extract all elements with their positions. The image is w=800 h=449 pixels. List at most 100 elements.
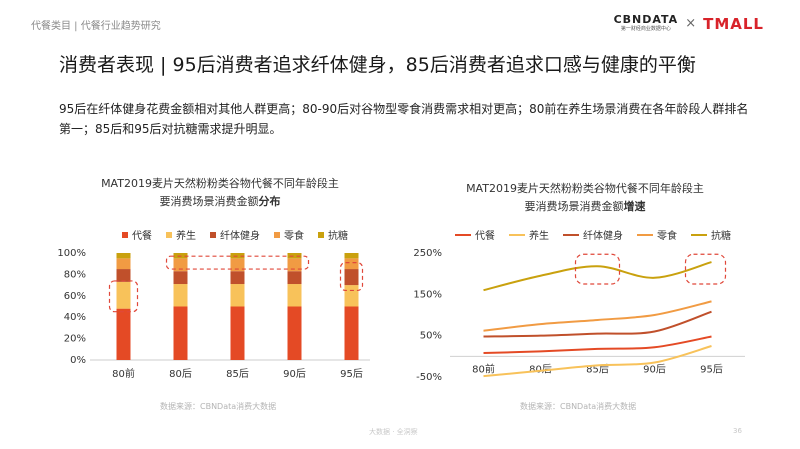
legend-label: 纤体健身 [220, 231, 260, 242]
legend-swatch [318, 231, 324, 238]
highlight-box [684, 253, 727, 285]
bar-segment [287, 253, 302, 259]
right-chart-title-line1: MAT2019麦片天然粉粉类谷物代餐不同年龄段主 [466, 182, 704, 195]
legend-swatch [637, 233, 653, 236]
x-tick-label: 95后 [340, 368, 363, 380]
highlight-box [574, 253, 621, 285]
y-tick-label: -50% [416, 372, 442, 383]
legend-item: 养生 [166, 227, 196, 242]
bar-segment [230, 284, 245, 307]
legend-label: 零食 [284, 231, 304, 242]
tmall-logo: TMALL [703, 14, 764, 33]
bar-segment [344, 285, 359, 307]
footer-slogan: 大数据 · 全洞察 [369, 428, 418, 436]
bar-segment [173, 306, 188, 360]
legend-swatch [509, 233, 525, 236]
y-tick-label: 60% [64, 291, 86, 302]
right-chart-source: 数据来源：CBNData消费大数据 [520, 402, 637, 411]
y-tick-label: 20% [64, 334, 86, 345]
page-number: 36 [733, 427, 742, 435]
series-line [483, 345, 712, 378]
bar-segment [116, 281, 131, 309]
right-chart-title-prefix: 要消费场景消费金额 [524, 200, 624, 213]
right-chart-title-line2: 要消费场景消费金额增速 [435, 198, 735, 216]
series-line [483, 310, 712, 338]
legend-swatch [166, 231, 172, 238]
legend-swatch [455, 233, 471, 236]
legend-swatch [210, 231, 216, 238]
bar-segment [116, 258, 131, 270]
bar-segment [116, 269, 131, 282]
bar-segment [173, 271, 188, 285]
legend-label: 纤体健身 [583, 231, 623, 242]
x-tick-label: 80后 [169, 368, 192, 380]
series-line [483, 261, 712, 292]
brand-logos: CBNDATA 第一财经商业数据中心 × TMALL [614, 14, 764, 33]
y-tick-label: 40% [64, 312, 86, 323]
legend-swatch [563, 233, 579, 236]
left-chart-title-line1: MAT2019麦片天然粉粉类谷物代餐不同年龄段主 [101, 177, 339, 190]
left-chart-source: 数据来源：CBNData消费大数据 [160, 402, 277, 411]
bar-segment [116, 308, 131, 360]
x-tick-label: 90后 [283, 368, 306, 380]
x-tick-label: 95后 [700, 363, 723, 375]
right-chart-title-bold: 增速 [623, 200, 646, 213]
bar-segment [116, 253, 131, 259]
legend-item: 抗糖 [318, 227, 348, 242]
bar-segment [173, 284, 188, 307]
highlight-box [339, 262, 364, 292]
bar-segment [287, 271, 302, 285]
x-tick-label: 85后 [226, 368, 249, 380]
cbndata-logo-subtext: 第一财经商业数据中心 [620, 26, 671, 32]
right-chart-legend: 代餐 养生 纤体健身 零食 抗糖 [455, 227, 745, 242]
x-tick-label: 80前 [472, 362, 495, 375]
line-chart: -50%50%150%250%80前 80后 85后 90后 95后 [413, 248, 745, 383]
cbndata-logo-text: CBNDATA [613, 13, 679, 26]
left-chart-title-line2: 要消费场景消费金额分布 [70, 193, 370, 211]
stacked-bar-chart: 0% 20% 40% 60% 80% 100% 80前 80后 85后 90后 95后 [57, 248, 370, 380]
legend-item: 零食 [274, 227, 304, 242]
y-tick-label: 250% [413, 248, 442, 259]
left-chart-title: MAT2019麦片天然粉粉类谷物代餐不同年龄段主 要消费场景消费金额分布 [70, 175, 370, 211]
legend-item: 纤体健身 [563, 227, 623, 242]
header-category: 代餐类目 | 代餐行业趋势研究 [31, 21, 161, 32]
bar-segment [344, 269, 359, 286]
legend-item: 零食 [637, 227, 677, 242]
legend-swatch [691, 233, 707, 236]
legend-item: 纤体健身 [210, 227, 260, 242]
series-line [483, 335, 712, 355]
bar-segment [344, 306, 359, 360]
legend-label: 代餐 [475, 231, 495, 242]
legend-label: 代餐 [132, 231, 152, 242]
bar-segment [230, 258, 245, 272]
legend-label: 养生 [529, 231, 549, 242]
x-tick-label: 90后 [643, 363, 666, 375]
bar-segment [344, 253, 359, 259]
page-description: 95后在纤体健身花费金额相对其他人群更高；80-90后对谷物型零食消费需求相对更… [59, 102, 749, 136]
bar-segment [287, 306, 302, 360]
right-chart-title: MAT2019麦片天然粉粉类谷物代餐不同年龄段主 要消费场景消费金额增速 [435, 180, 735, 216]
legend-label: 抗糖 [711, 231, 731, 242]
page-title: 消费者表现 | 95后消费者追求纤体健身，85后消费者追求口感与健康的平衡 [59, 54, 696, 76]
y-tick-label: 0% [70, 355, 86, 366]
legend-swatch [122, 231, 128, 238]
legend-item: 抗糖 [691, 227, 731, 242]
highlight-box [108, 280, 139, 313]
bar-segment [344, 258, 359, 270]
legend-item: 代餐 [122, 227, 152, 242]
legend-item: 养生 [509, 227, 549, 242]
left-chart-title-prefix: 要消费场景消费金额 [159, 195, 259, 208]
bar-segment [287, 258, 302, 272]
y-tick-label: 100% [57, 248, 86, 259]
legend-swatch [274, 231, 280, 238]
y-tick-label: 80% [64, 269, 86, 280]
left-chart-title-bold: 分布 [258, 195, 281, 208]
bar-segment [230, 271, 245, 285]
bar-segment [287, 284, 302, 307]
y-tick-label: 150% [413, 289, 442, 300]
highlight-box [165, 255, 310, 270]
legend-label: 零食 [657, 231, 677, 242]
bar-segment [230, 306, 245, 360]
left-chart-legend: 代餐 养生 纤体健身 零食 抗糖 [122, 227, 362, 242]
cbndata-logo: CBNDATA 第一财经商业数据中心 [614, 14, 679, 33]
